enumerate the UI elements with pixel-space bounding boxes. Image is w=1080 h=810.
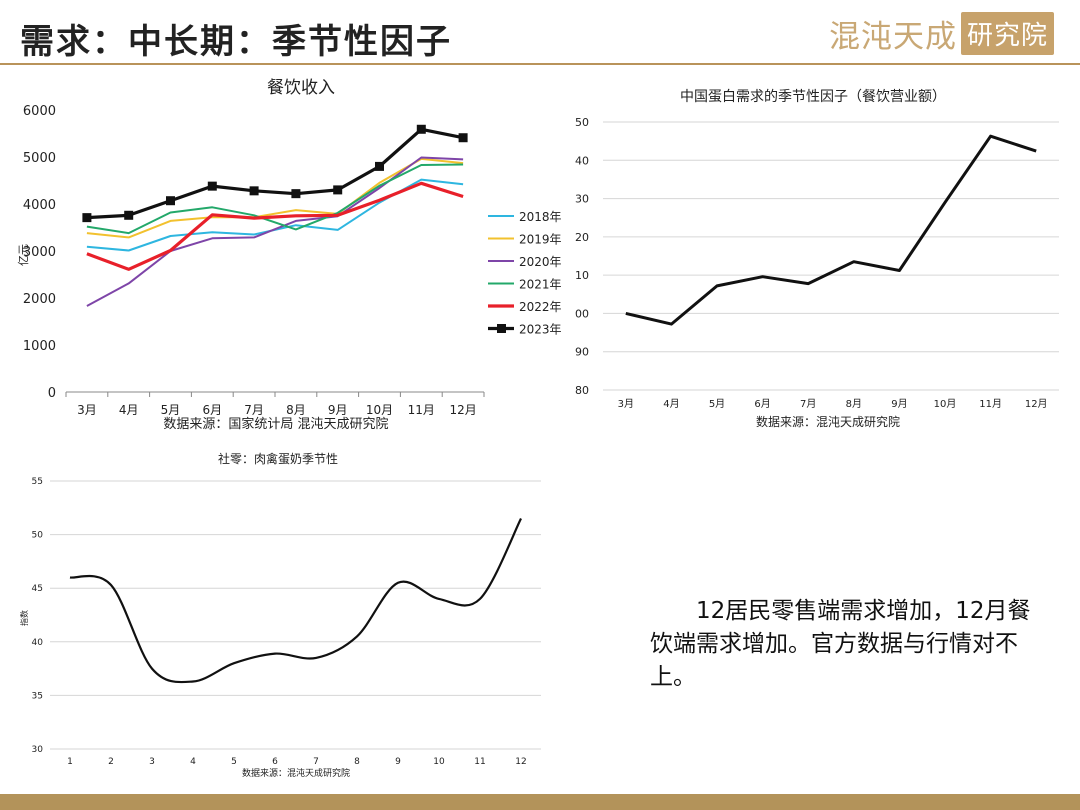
series-line-2020年: [86, 156, 464, 307]
y-tick-label: 55: [32, 477, 43, 487]
data-point-marker: [249, 186, 259, 196]
data-point-marker: [82, 213, 92, 223]
y-tick-label: 5000: [23, 151, 56, 166]
brand-logo: 混沌天成 研究院: [828, 11, 1054, 55]
data-source: 数据来源：混沌天成研究院: [242, 767, 350, 779]
data-point-marker: [375, 161, 384, 171]
x-tick-label: 11月: [979, 398, 1002, 410]
logo-text: 混沌天成: [828, 18, 957, 55]
y-tick-label: 40: [32, 638, 44, 648]
series-line-2022年: [86, 181, 464, 271]
legend-marker: [497, 324, 506, 333]
series-line: [69, 518, 522, 684]
x-tick-label: 9月: [328, 403, 348, 417]
y-tick-label: 90: [575, 346, 589, 359]
legend-label: 2021年: [519, 278, 562, 292]
x-tick-label: 3: [149, 757, 155, 767]
series-line-2019年: [86, 157, 464, 239]
y-tick-label: 10: [575, 269, 589, 282]
x-tick-label: 4月: [119, 403, 139, 417]
title-rule: [0, 63, 1080, 65]
data-point-marker: [416, 124, 426, 134]
x-tick-label: 12月: [1025, 398, 1048, 410]
data-point-marker: [166, 196, 175, 206]
chart-title: 社零：肉禽蛋奶季节性: [218, 451, 338, 466]
x-tick-label: 11月: [408, 403, 435, 417]
x-tick-label: 9月: [891, 398, 907, 410]
y-tick-label: 40: [575, 154, 589, 167]
legend-label: 2023年: [519, 323, 562, 337]
x-tick-label: 3月: [618, 398, 634, 410]
x-tick-label: 9: [395, 757, 401, 767]
logo-box: 研究院: [960, 11, 1054, 55]
data-source: 数据来源：国家统计局 混沌天成研究院: [163, 416, 388, 432]
y-tick-label: 6000: [23, 104, 56, 119]
y-tick-label: 20: [575, 231, 589, 244]
y-tick-label: 30: [575, 193, 589, 206]
x-tick-label: 5月: [709, 398, 725, 410]
x-tick-label: 8: [354, 757, 360, 767]
x-tick-label: 7月: [244, 403, 264, 417]
slide-title: 需求：中长期：季节性因子: [20, 22, 452, 62]
y-axis-label: 指数: [19, 610, 29, 626]
x-tick-label: 8月: [846, 398, 862, 410]
x-tick-label: 12月: [449, 403, 476, 417]
x-tick-label: 10月: [366, 403, 393, 417]
y-tick-label: 30: [32, 745, 44, 755]
y-axis-label: 亿元: [17, 244, 30, 266]
bottom-bar: [0, 794, 1080, 810]
x-tick-label: 12: [515, 757, 526, 767]
x-tick-label: 2: [108, 757, 114, 767]
legend-label: 2020年: [519, 255, 562, 269]
x-tick-label: 5: [231, 757, 237, 767]
x-tick-label: 5月: [161, 403, 181, 417]
x-tick-label: 4: [190, 757, 196, 767]
series-line-2023年: [86, 127, 464, 220]
y-tick-label: 3000: [23, 245, 56, 260]
chart-title: 中国蛋白需求的季节性因子（餐饮营业额）: [680, 89, 946, 105]
data-point-marker: [291, 189, 301, 199]
y-tick-label: 45: [32, 584, 43, 594]
data-point-marker: [333, 185, 343, 195]
data-point-marker: [207, 181, 217, 191]
legend-label: 2019年: [519, 233, 562, 247]
x-tick-label: 1: [67, 757, 73, 767]
series-line-2021年: [86, 163, 464, 235]
x-tick-label: 3月: [77, 403, 97, 417]
series-line: [625, 134, 1037, 326]
legend-label: 2022年: [519, 300, 562, 314]
y-tick-label: 1000: [23, 339, 56, 354]
commentary-note: 12居民零售端需求增加，12月餐饮端需求增加。官方数据与行情对不上。: [650, 598, 1031, 690]
x-tick-label: 10: [433, 757, 445, 767]
x-tick-label: 7月: [800, 398, 816, 410]
y-tick-label: 50: [575, 116, 589, 129]
data-point-marker: [124, 210, 134, 220]
x-tick-label: 4月: [663, 398, 679, 410]
data-point-marker: [458, 133, 468, 143]
y-tick-label: 80: [575, 384, 589, 397]
x-tick-label: 7: [313, 757, 319, 767]
chart-title: 餐饮收入: [267, 78, 335, 98]
x-tick-label: 6月: [202, 403, 222, 417]
x-tick-label: 6: [272, 757, 278, 767]
x-tick-label: 10月: [934, 398, 957, 410]
y-tick-label: 00: [575, 307, 589, 320]
y-tick-label: 35: [32, 691, 43, 701]
chart-protein-seasonal-factor: 中国蛋白需求的季节性因子（餐饮营业额） 80 90 00 10 20 30 40 50 3月 4月 5…: [575, 89, 1059, 429]
y-tick-label: 2000: [23, 292, 56, 307]
data-source: 数据来源：混沌天成研究院: [756, 414, 900, 429]
y-tick-label: 50: [32, 531, 44, 541]
y-tick-label: 0: [48, 386, 56, 401]
x-tick-label: 8月: [286, 403, 306, 417]
y-tick-label: 4000: [23, 198, 56, 213]
legend-label: 2018年: [519, 210, 562, 224]
x-tick-label: 6月: [754, 398, 770, 410]
x-tick-label: 11: [474, 757, 485, 767]
